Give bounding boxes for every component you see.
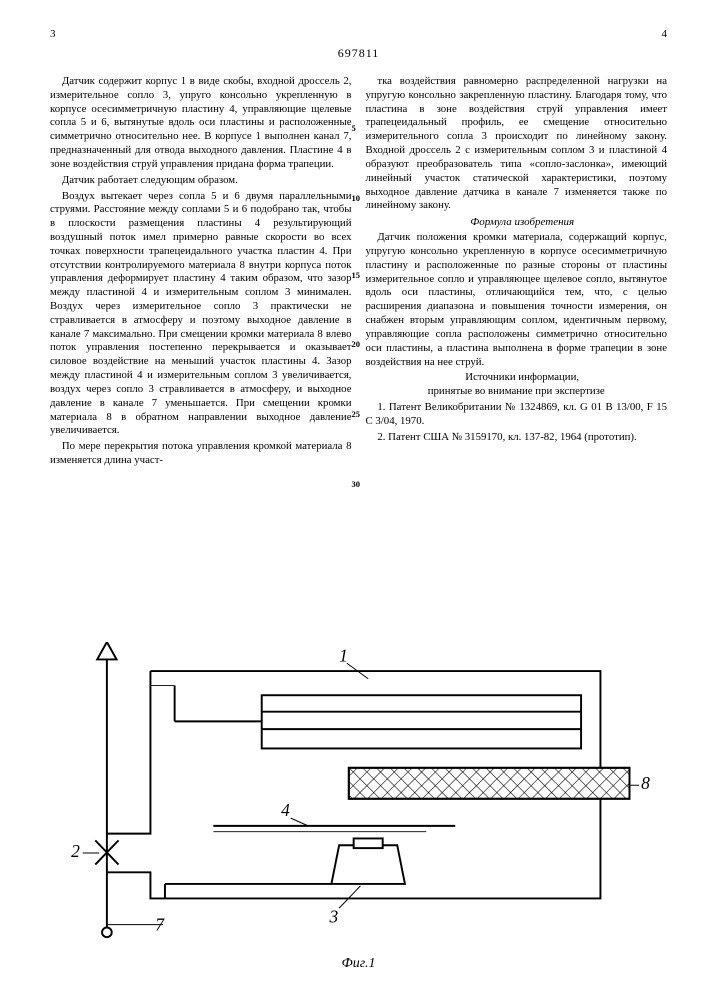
- figure-label-8: 8: [641, 773, 650, 793]
- page-number-right: 4: [662, 28, 668, 40]
- text-columns: Датчик содержит корпус 1 в виде скобы, в…: [50, 75, 667, 470]
- para: Воздух вытекает через сопла 5 и 6 двумя …: [50, 190, 352, 439]
- para: тка воздействия равномерно распределенно…: [366, 75, 668, 213]
- reference: 2. Патент США № 3159170, кл. 137-82, 196…: [366, 431, 668, 445]
- column-left: Датчик содержит корпус 1 в виде скобы, в…: [50, 75, 352, 470]
- figure-1: 1 2 3 4 7 8 Фиг.1: [50, 642, 667, 972]
- figure-label-1: 1: [339, 645, 348, 665]
- figure-label-4: 4: [281, 800, 290, 820]
- page: 3 4 697811 Датчик содержит корпус 1 в ви…: [0, 0, 707, 1000]
- column-right: 5 10 15 20 25 30 тка воздействия равноме…: [366, 75, 668, 470]
- line-number: 5: [352, 123, 356, 134]
- line-number: 25: [352, 409, 361, 420]
- line-number: 10: [352, 193, 361, 204]
- header-row: 3 4: [50, 28, 667, 40]
- formula-title: Формула изобретения: [366, 215, 668, 229]
- para: Датчик работает следующим образом.: [50, 174, 352, 188]
- figure-caption: Фиг.1: [341, 956, 375, 972]
- para: По мере перекрытия потока управления кро…: [50, 440, 352, 468]
- figure-label-3: 3: [328, 907, 338, 927]
- para: Датчик содержит корпус 1 в виде скобы, в…: [50, 75, 352, 172]
- figure-label-7: 7: [155, 914, 165, 934]
- patent-number: 697811: [50, 46, 667, 61]
- reference: 1. Патент Великобритании № 1324869, кл. …: [366, 401, 668, 429]
- line-number: 30: [352, 479, 361, 490]
- claim: Датчик положения кромки материала, содер…: [366, 231, 668, 369]
- page-number-left: 3: [50, 28, 56, 40]
- line-number: 20: [352, 339, 361, 350]
- figure-svg: 1 2 3 4 7 8: [50, 642, 667, 942]
- sources-title: Источники информации, принятые во вниман…: [366, 371, 668, 399]
- figure-label-2: 2: [71, 841, 80, 861]
- line-number: 15: [352, 270, 361, 281]
